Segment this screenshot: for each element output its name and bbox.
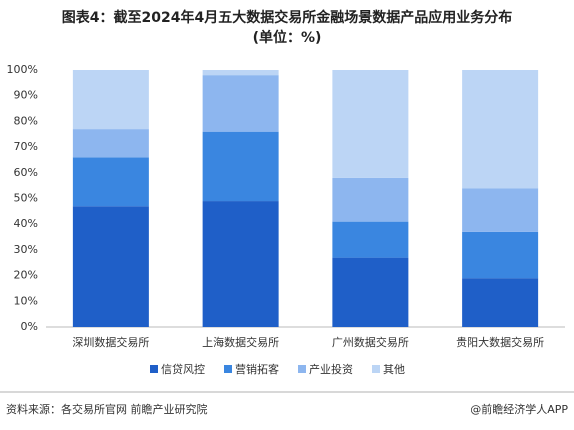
y-tick-label: 30%	[14, 243, 38, 256]
bar-segment	[202, 131, 279, 202]
y-tick-label: 0%	[21, 320, 38, 333]
bar-segment	[72, 157, 149, 207]
legend-label: 信贷风控	[161, 362, 205, 376]
bar-segment	[332, 221, 409, 258]
y-tick-label: 40%	[14, 217, 38, 230]
bar-segment	[202, 201, 279, 327]
y-tick-label: 100%	[7, 63, 38, 76]
y-tick-label: 90%	[14, 89, 38, 102]
legend-label: 营销拓客	[235, 362, 279, 376]
legend-label: 其他	[383, 363, 405, 376]
y-tick-label: 20%	[14, 269, 38, 282]
legend-swatch	[224, 365, 232, 373]
x-tick-label: 深圳数据交易所	[72, 335, 149, 349]
bar-segment	[72, 70, 149, 130]
x-tick-label: 广州数据交易所	[332, 335, 409, 349]
bar-segment	[332, 257, 409, 327]
bar-segment	[332, 70, 409, 178]
x-tick-label: 上海数据交易所	[202, 335, 279, 349]
bar-segment	[462, 231, 539, 279]
y-tick-label: 80%	[14, 114, 38, 127]
bar-segment	[72, 206, 149, 327]
bar-segment	[462, 278, 539, 327]
bar-segment	[462, 70, 539, 189]
y-tick-label: 60%	[14, 166, 38, 179]
credit: @前瞻经济学人APP	[470, 402, 568, 416]
legend-label: 产业投资	[309, 362, 353, 376]
y-tick-label: 50%	[14, 192, 38, 205]
legend-swatch	[372, 365, 380, 373]
bar-segment	[202, 70, 279, 76]
bar-segment	[332, 177, 409, 222]
bar-segment	[202, 75, 279, 132]
x-tick-label: 贵阳大数据交易所	[456, 335, 544, 349]
y-tick-label: 10%	[14, 294, 38, 307]
bar-segment	[72, 129, 149, 158]
bar-segment	[462, 188, 539, 232]
source: 资料来源：各交易所官网 前瞻产业研究院	[6, 402, 208, 416]
legend-swatch	[298, 365, 306, 373]
chart-title: 图表4：截至2024年4月五大数据交易所金融场景数据产品应用业务分布	[62, 9, 512, 26]
y-tick-label: 70%	[14, 140, 38, 153]
chart-subtitle: (单位：%)	[253, 29, 322, 46]
legend-swatch	[150, 365, 158, 373]
